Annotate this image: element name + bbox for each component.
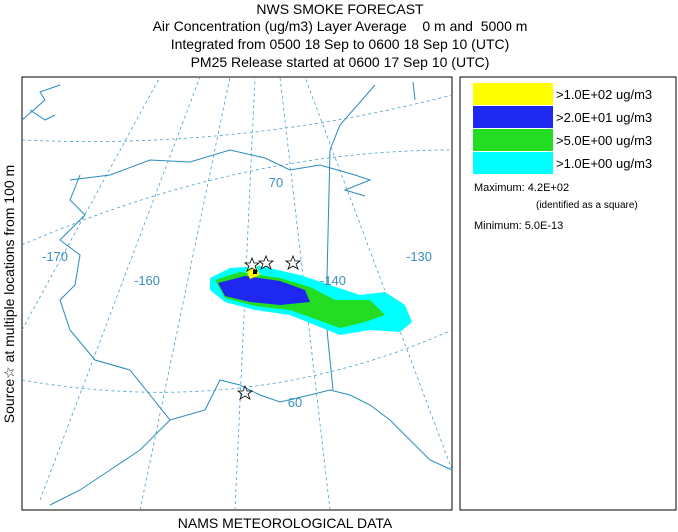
graticule-label: -140 xyxy=(320,273,346,288)
source-star xyxy=(243,256,261,272)
graticule-label: 60 xyxy=(288,395,302,410)
graticule-label: -170 xyxy=(42,249,68,264)
source-star xyxy=(257,254,275,270)
plume xyxy=(210,266,412,335)
plume-level xyxy=(218,276,310,305)
coast xyxy=(412,81,416,101)
lat-line xyxy=(21,94,453,142)
lat-line xyxy=(21,329,453,393)
side-label: Source☆ at multiple locations from 100 m xyxy=(1,165,17,423)
coast xyxy=(49,174,171,506)
legend-label: >1.0E+02 ug/m3 xyxy=(556,87,652,102)
sources xyxy=(236,254,302,400)
legend-swatch xyxy=(473,106,553,128)
source-star xyxy=(284,254,302,270)
coastlines xyxy=(21,81,453,506)
header-line: Integrated from 0500 18 Sep to 0600 18 S… xyxy=(171,36,510,52)
header-line: PM25 Release started at 0600 17 Sep 10 (… xyxy=(191,54,490,70)
coast xyxy=(21,84,372,197)
lon-line xyxy=(139,76,231,511)
graticule-label: 70 xyxy=(269,175,283,190)
max-square xyxy=(253,270,257,274)
legend-swatch xyxy=(473,129,553,151)
legend-label: >5.0E+00 ug/m3 xyxy=(556,133,652,148)
header-line: Air Concentration (ug/m3) Layer Average … xyxy=(153,18,528,34)
lat-line xyxy=(21,149,453,246)
maximum: Maximum: 4.2E+02 xyxy=(474,182,569,194)
map: -170 -160 -140 -130 70 60 xyxy=(21,76,453,511)
graticule-label: -160 xyxy=(134,273,160,288)
legend-swatch xyxy=(473,83,553,105)
max-note: (identified as a square) xyxy=(536,200,638,211)
lon-line xyxy=(21,76,161,331)
legend-label: >1.0E+00 ug/m3 xyxy=(556,156,652,171)
minimum: Minimum: 5.0E-13 xyxy=(474,220,563,232)
border xyxy=(325,84,376,391)
legend: Maximum: 4.2E+02 (identified as a square… xyxy=(459,76,677,511)
title: NWS SMOKE FORECAST xyxy=(256,1,424,17)
legend-swatch xyxy=(473,152,553,174)
footer: NAMS METEOROLOGICAL DATA xyxy=(178,515,393,531)
source-star xyxy=(236,384,254,400)
lon-line xyxy=(304,76,453,471)
coast xyxy=(169,379,453,471)
graticule-label: -130 xyxy=(406,249,432,264)
legend-label: >2.0E+01 ug/m3 xyxy=(556,110,652,125)
